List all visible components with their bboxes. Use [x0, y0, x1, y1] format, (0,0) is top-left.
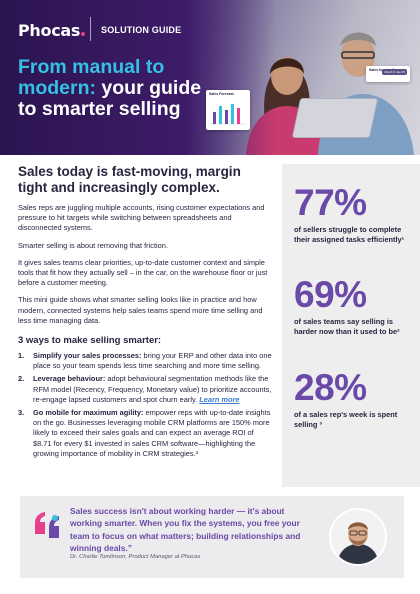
month-pill: Month ▾ Jan 25	[382, 69, 407, 75]
stat-value: 69%	[294, 274, 367, 315]
step-text: empower reps with up-to-date insights on…	[33, 408, 271, 458]
hero-title-rest: your guide to smarter selling	[18, 77, 202, 120]
stat-value: 28%	[294, 367, 367, 408]
step-title: Go mobile for maximum agility:	[33, 408, 144, 418]
stat-block: 69% of sales teams say selling is harder…	[294, 276, 416, 337]
stat-value: 77%	[294, 182, 367, 223]
steps-heading: 3 ways to make selling smarter:	[18, 335, 162, 347]
step-number: 1.	[18, 351, 25, 361]
step-number: 3.	[18, 408, 25, 418]
laptop	[291, 98, 379, 138]
steps-list: 1. Simplify your sales processes: bring …	[18, 351, 272, 459]
guide-paragraph: This mini guide shows what smarter selli…	[18, 295, 263, 325]
list-item: 2. Leverage behaviour: adopt behavioural…	[18, 374, 272, 405]
logo-text: Phocas	[18, 21, 81, 40]
intro-paragraph: Sales reps are juggling multiple account…	[18, 203, 265, 233]
smarter-selling-paragraph: Smarter selling is about removing that f…	[18, 240, 168, 250]
avatar	[329, 508, 387, 566]
quote-text: Sales success isn't about working harder…	[70, 506, 301, 553]
stat-block: 77% of sellers struggle to complete thei…	[294, 184, 416, 245]
quote-author: Dr. Charlie Tomlinson, Product Manager a…	[70, 554, 201, 560]
stat-label: of sales teams say selling is harder now…	[294, 317, 400, 336]
hero-title: From manual to modern: your guide to sma…	[18, 57, 208, 120]
phocas-logo: Phocas	[18, 21, 86, 40]
logo-divider	[90, 17, 91, 41]
quote-box: Sales success isn't about working harder…	[20, 496, 404, 578]
stats-sidebar: 77% of sellers struggle to complete thei…	[282, 164, 420, 487]
list-item: 1. Simplify your sales processes: bring …	[18, 351, 272, 371]
main-heading: Sales today is fast-moving, margin tight…	[18, 164, 241, 195]
step-number: 2.	[18, 374, 25, 384]
quote-mark-icon	[35, 512, 59, 538]
sales-by-month-card: Sales by month Month ▾ Jan 25	[366, 66, 410, 82]
sales-forecast-card: Sales Forecast	[206, 90, 250, 130]
step-title: Simplify your sales processes:	[33, 351, 142, 361]
stat-block: 28% of a sales rep's week is spent selli…	[294, 369, 416, 430]
hero-banner: Phocas SOLUTION GUIDE From manual to mod…	[0, 0, 420, 155]
stat-label: of sellers struggle to complete their as…	[294, 225, 405, 244]
main-content: Sales today is fast-moving, margin tight…	[18, 164, 272, 462]
stat-label: of a sales rep's week is spent selling ³	[294, 410, 398, 429]
step-text: bring your ERP and other data into one p…	[33, 351, 272, 371]
logo-dot-icon	[81, 32, 86, 36]
sales-forecast-mini-chart	[211, 104, 245, 125]
sales-by-month-label: Sales by month	[369, 68, 395, 72]
priorities-paragraph: It gives sales teams clear priorities, u…	[18, 257, 268, 288]
step-title: Leverage behaviour:	[33, 374, 106, 384]
sales-forecast-title: Sales Forecast	[209, 92, 234, 96]
list-item: 3. Go mobile for maximum agility: empowe…	[18, 408, 272, 459]
step-text: adopt behavioural segmentation methods l…	[33, 374, 272, 404]
avatar-portrait	[331, 510, 385, 564]
learn-more-link[interactable]: Learn more	[199, 394, 240, 404]
hero-title-accent: From manual to modern:	[18, 56, 165, 99]
solution-guide-label: SOLUTION GUIDE	[101, 25, 182, 35]
